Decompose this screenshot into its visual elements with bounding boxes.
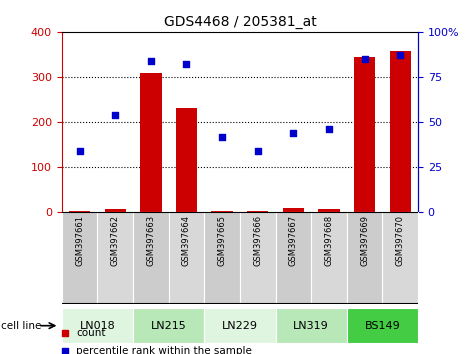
Point [268, 312, 276, 318]
Bar [276, 212, 311, 304]
Point [218, 134, 226, 139]
Point [268, 149, 276, 155]
Bar [347, 212, 382, 304]
Bar [133, 308, 204, 343]
Text: GSM397664: GSM397664 [182, 215, 191, 266]
Text: GSM397661: GSM397661 [75, 215, 84, 266]
Text: GSM397662: GSM397662 [111, 215, 120, 266]
Title: GDS4468 / 205381_at: GDS4468 / 205381_at [163, 16, 316, 29]
Point [147, 58, 155, 64]
Text: count: count [76, 328, 105, 338]
Text: cell line: cell line [1, 321, 41, 331]
Bar [104, 209, 126, 212]
Bar [97, 212, 133, 304]
Bar [133, 212, 169, 304]
Text: percentile rank within the sample: percentile rank within the sample [76, 346, 252, 354]
Text: BS149: BS149 [364, 321, 400, 331]
Text: GSM397667: GSM397667 [289, 215, 298, 266]
Bar [176, 108, 197, 212]
Point [111, 112, 119, 118]
Point [182, 62, 190, 67]
Bar [276, 308, 347, 343]
Bar [140, 73, 162, 212]
Bar [318, 209, 340, 212]
Text: GSM397669: GSM397669 [360, 215, 369, 266]
Point [396, 52, 404, 58]
Text: GSM397670: GSM397670 [396, 215, 405, 266]
Bar [390, 51, 411, 212]
Bar [240, 212, 276, 304]
Point [254, 148, 261, 154]
Bar [62, 212, 97, 304]
Point [76, 148, 84, 154]
Point [361, 56, 369, 62]
Text: LN018: LN018 [79, 321, 115, 331]
Bar [69, 211, 90, 212]
Bar [382, 212, 418, 304]
Bar [283, 208, 304, 212]
Point [325, 126, 332, 132]
Bar [311, 212, 347, 304]
Text: GSM397663: GSM397663 [146, 215, 155, 266]
Point [289, 130, 297, 136]
Bar [204, 308, 276, 343]
Text: LN229: LN229 [222, 321, 258, 331]
Bar [354, 57, 375, 212]
Bar [62, 308, 133, 343]
Bar [211, 211, 233, 212]
Text: LN319: LN319 [293, 321, 329, 331]
Text: LN215: LN215 [151, 321, 187, 331]
Bar [169, 212, 204, 304]
Bar [347, 308, 418, 343]
Text: GSM397665: GSM397665 [218, 215, 227, 266]
Bar [247, 211, 268, 212]
Text: GSM397666: GSM397666 [253, 215, 262, 266]
Text: GSM397668: GSM397668 [324, 215, 333, 266]
Bar [204, 212, 240, 304]
